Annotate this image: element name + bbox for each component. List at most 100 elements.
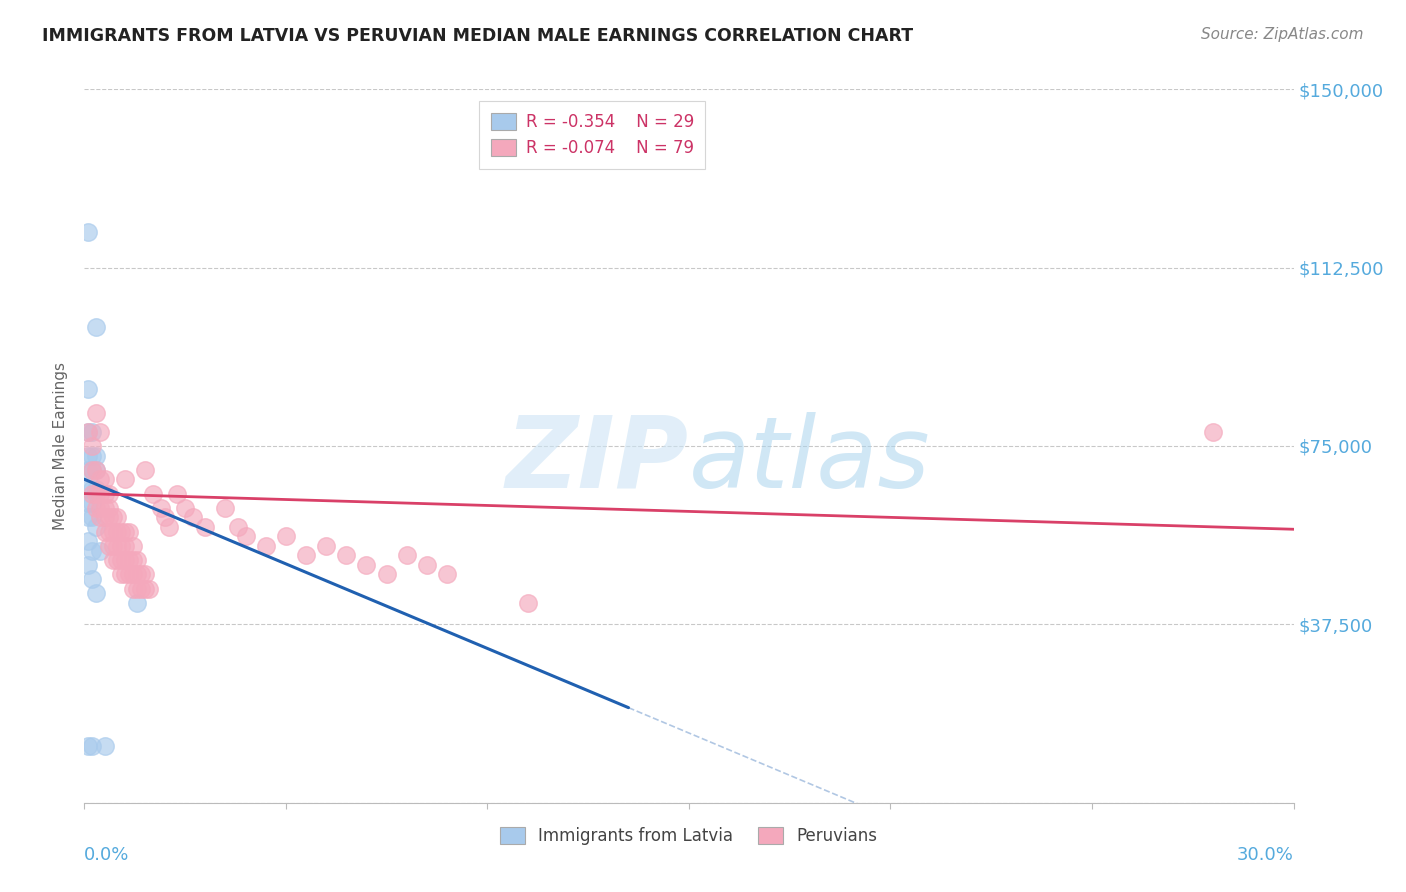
Point	[77, 496, 100, 510]
Point	[82, 572, 104, 586]
Text: IMMIGRANTS FROM LATVIA VS PERUVIAN MEDIAN MALE EARNINGS CORRELATION CHART: IMMIGRANTS FROM LATVIA VS PERUVIAN MEDIA…	[42, 27, 914, 45]
Point	[142, 486, 165, 500]
Point	[101, 524, 124, 539]
Point	[82, 425, 104, 439]
Point	[157, 520, 180, 534]
Point	[93, 500, 115, 515]
Point	[86, 406, 108, 420]
Point	[129, 582, 152, 596]
Point	[86, 482, 108, 496]
Point	[134, 463, 156, 477]
Point	[125, 567, 148, 582]
Point	[121, 582, 143, 596]
Point	[82, 482, 104, 496]
Point	[86, 320, 108, 334]
Point	[86, 449, 108, 463]
Point	[93, 510, 115, 524]
Point	[118, 567, 141, 582]
Point	[1202, 425, 1225, 439]
Point	[110, 539, 132, 553]
Point	[77, 225, 100, 239]
Text: Source: ZipAtlas.com: Source: ZipAtlas.com	[1201, 27, 1364, 42]
Point	[125, 582, 148, 596]
Point	[125, 553, 148, 567]
Point	[114, 553, 136, 567]
Point	[101, 539, 124, 553]
Point	[254, 539, 277, 553]
Point	[86, 500, 108, 515]
Point	[138, 582, 160, 596]
Point	[77, 482, 100, 496]
Point	[86, 520, 108, 534]
Point	[134, 582, 156, 596]
Point	[82, 463, 104, 477]
Point	[118, 553, 141, 567]
Point	[77, 739, 100, 753]
Point	[416, 558, 439, 572]
Point	[93, 472, 115, 486]
Point	[105, 510, 128, 524]
Point	[77, 463, 100, 477]
Point	[86, 463, 108, 477]
Point	[295, 549, 318, 563]
Text: 30.0%: 30.0%	[1237, 846, 1294, 863]
Point	[114, 524, 136, 539]
Point	[89, 425, 111, 439]
Point	[82, 543, 104, 558]
Point	[77, 449, 100, 463]
Point	[77, 425, 100, 439]
Point	[77, 534, 100, 549]
Point	[174, 500, 197, 515]
Point	[125, 596, 148, 610]
Point	[134, 567, 156, 582]
Point	[89, 500, 111, 515]
Point	[89, 543, 111, 558]
Point	[82, 486, 104, 500]
Point	[89, 510, 111, 524]
Point	[82, 449, 104, 463]
Point	[105, 539, 128, 553]
Point	[77, 425, 100, 439]
Point	[110, 567, 132, 582]
Text: atlas: atlas	[689, 412, 931, 508]
Point	[235, 529, 257, 543]
Point	[82, 510, 104, 524]
Point	[114, 539, 136, 553]
Point	[97, 486, 120, 500]
Point	[101, 510, 124, 524]
Point	[86, 463, 108, 477]
Point	[274, 529, 297, 543]
Point	[129, 567, 152, 582]
Point	[77, 382, 100, 396]
Point	[93, 739, 115, 753]
Point	[315, 539, 337, 553]
Text: ZIP: ZIP	[506, 412, 689, 508]
Point	[194, 520, 217, 534]
Point	[89, 486, 111, 500]
Point	[105, 553, 128, 567]
Point	[356, 558, 378, 572]
Point	[375, 567, 398, 582]
Point	[114, 567, 136, 582]
Point	[436, 567, 458, 582]
Point	[110, 524, 132, 539]
Point	[89, 472, 111, 486]
Point	[101, 553, 124, 567]
Point	[149, 500, 172, 515]
Point	[86, 586, 108, 600]
Point	[82, 496, 104, 510]
Point	[82, 439, 104, 453]
Y-axis label: Median Male Earnings: Median Male Earnings	[53, 362, 69, 530]
Point	[97, 524, 120, 539]
Point	[166, 486, 188, 500]
Point	[335, 549, 357, 563]
Point	[226, 520, 249, 534]
Point	[93, 486, 115, 500]
Point	[86, 486, 108, 500]
Point	[110, 553, 132, 567]
Point	[121, 553, 143, 567]
Point	[93, 524, 115, 539]
Point	[82, 463, 104, 477]
Legend: Immigrants from Latvia, Peruvians: Immigrants from Latvia, Peruvians	[494, 820, 884, 852]
Point	[214, 500, 236, 515]
